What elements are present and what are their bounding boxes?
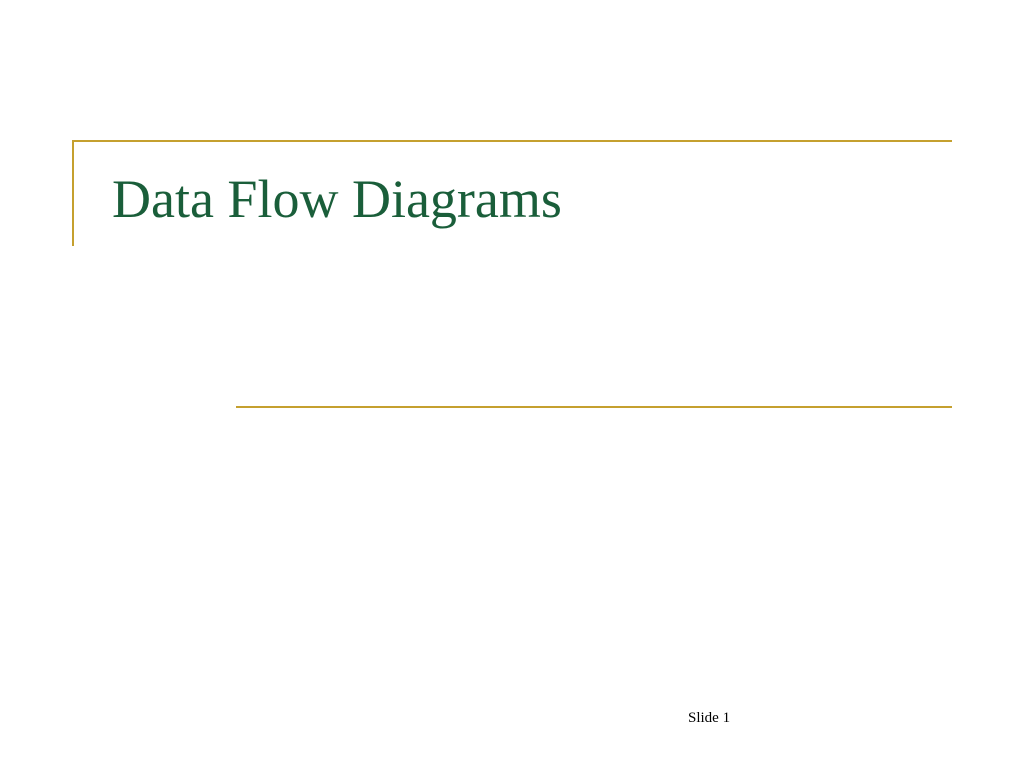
mid-horizontal-rule	[236, 406, 952, 408]
slide-number-label: Slide 1	[688, 710, 730, 727]
left-vertical-rule	[72, 140, 74, 246]
top-horizontal-rule	[72, 140, 952, 142]
slide-title: Data Flow Diagrams	[112, 168, 562, 230]
